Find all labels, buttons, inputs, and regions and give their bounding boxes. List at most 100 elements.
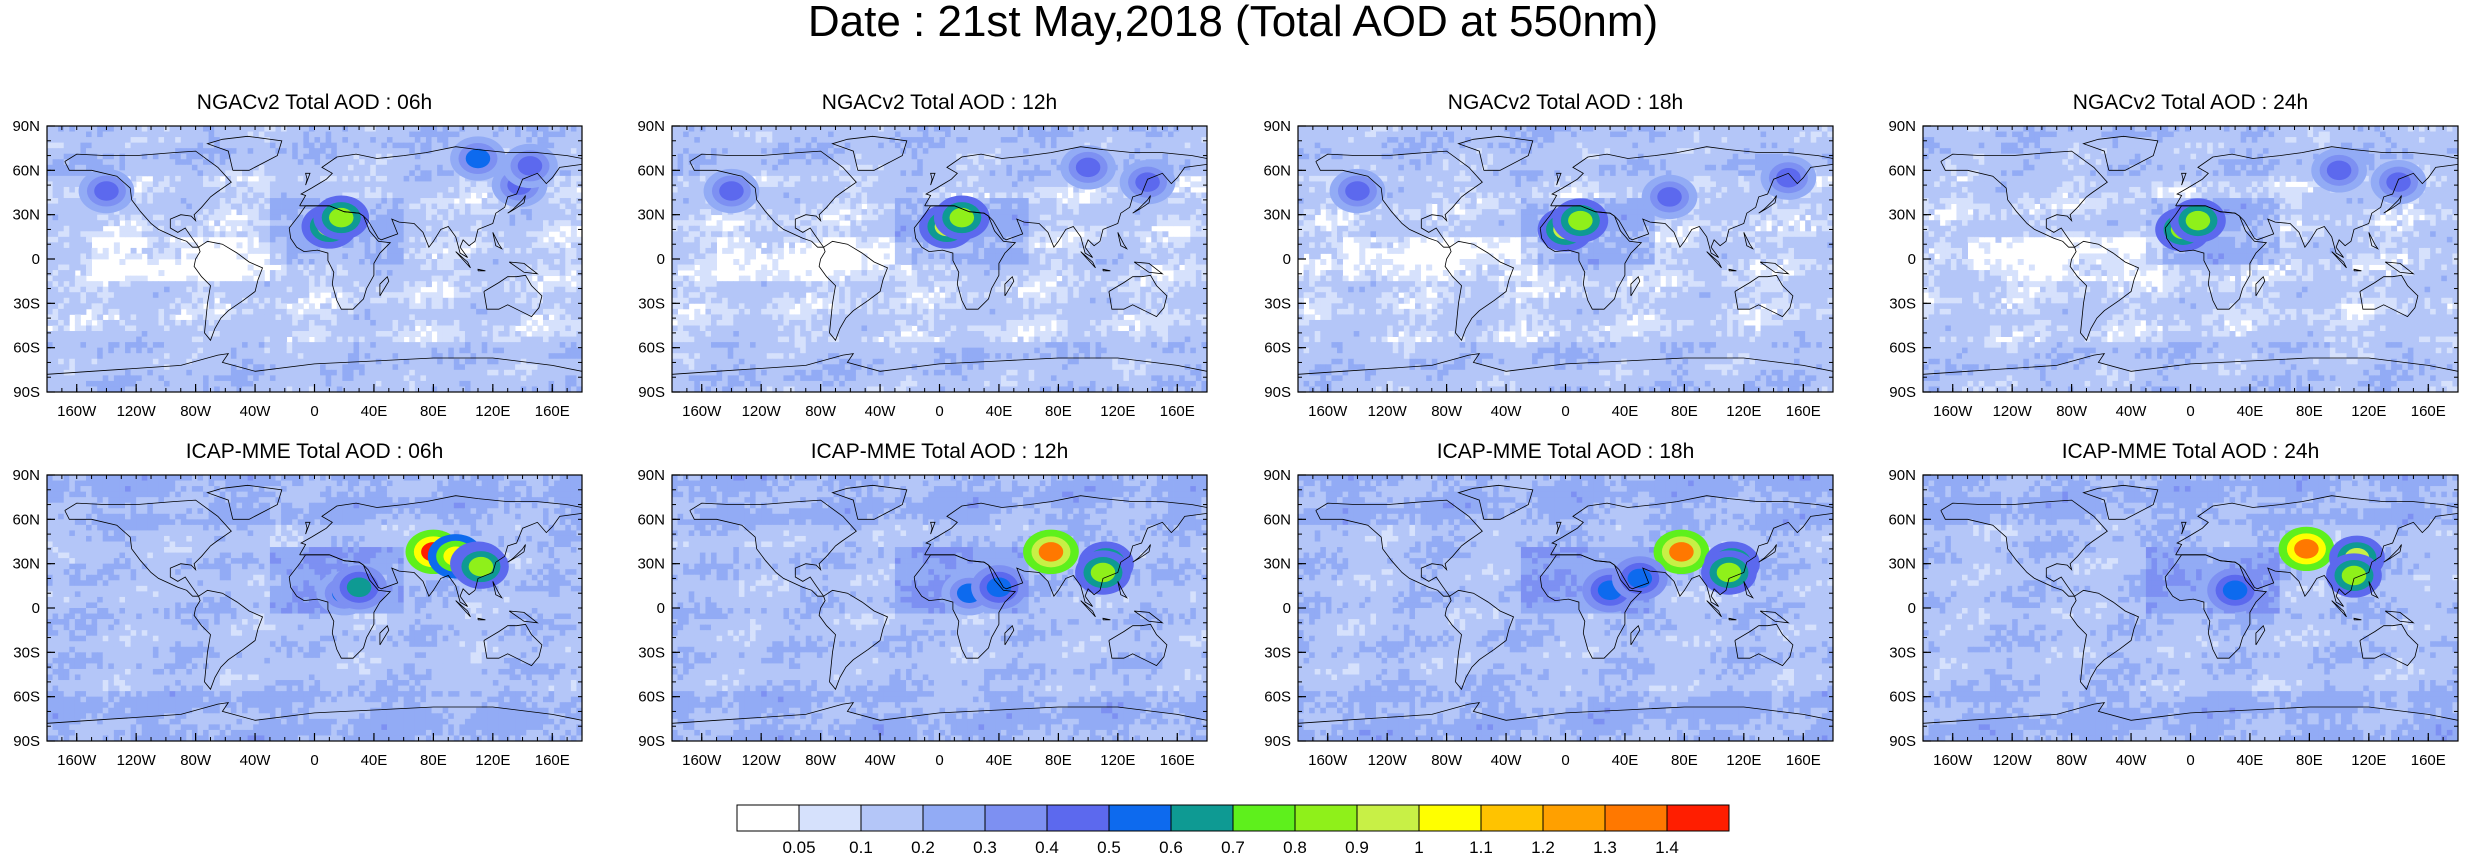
y-tick-label: 60S	[13, 689, 40, 706]
x-tick-label: 0	[2186, 752, 2194, 769]
y-tick-label: 60N	[637, 511, 665, 528]
y-tick-label: 90S	[13, 384, 40, 401]
x-tick-label: 160W	[1308, 752, 1348, 769]
colorbar-box	[736, 804, 800, 832]
colorbar-label: 0.05	[782, 838, 815, 854]
y-tick-label: 90S	[1889, 384, 1916, 401]
coastlines	[47, 484, 582, 724]
colorbar-box	[984, 804, 1048, 832]
x-tick-label: 40E	[361, 403, 388, 420]
x-tick-label: 40W	[1491, 752, 1523, 769]
colorbar-label: 0.2	[911, 838, 935, 854]
y-tick-label: 30S	[638, 644, 665, 661]
colorbar-label: 1.3	[1593, 838, 1617, 854]
y-tick-label: 30S	[1889, 295, 1916, 312]
y-tick-label: 0	[1283, 600, 1291, 617]
panel-title: ICAP-MME Total AOD : 18h	[1298, 441, 1833, 463]
x-tick-label: 120E	[2351, 403, 2386, 420]
colorbar-box	[1170, 804, 1234, 832]
colorbar-box	[922, 804, 986, 832]
x-tick-label: 0	[935, 403, 943, 420]
y-tick-label: 30S	[13, 295, 40, 312]
x-tick-label: 80W	[180, 403, 212, 420]
x-tick-label: 80E	[420, 403, 447, 420]
y-tick-label: 30N	[1263, 207, 1291, 224]
y-tick-label: 30S	[1264, 295, 1291, 312]
y-tick-label: 0	[1908, 251, 1916, 268]
y-tick-label: 30N	[637, 207, 665, 224]
x-tick-label: 40W	[2116, 403, 2148, 420]
y-tick-label: 30N	[12, 207, 40, 224]
y-tick-label: 0	[657, 251, 665, 268]
x-tick-label: 120E	[475, 403, 510, 420]
x-tick-label: 40E	[986, 752, 1013, 769]
x-tick-label: 80W	[180, 752, 212, 769]
y-tick-label: 30N	[637, 556, 665, 573]
x-tick-label: 80W	[2056, 752, 2088, 769]
aod-field	[47, 475, 582, 741]
x-tick-label: 80W	[1431, 752, 1463, 769]
aod-field	[47, 126, 582, 392]
x-tick-label: 160E	[1160, 752, 1195, 769]
y-tick-label: 60N	[637, 162, 665, 179]
y-tick-label: 30N	[12, 556, 40, 573]
x-tick-label: 40E	[1612, 403, 1639, 420]
x-tick-label: 120W	[117, 752, 157, 769]
coastlines	[672, 135, 1207, 375]
y-tick-label: 30S	[1264, 644, 1291, 661]
y-tick-label: 0	[1908, 600, 1916, 617]
y-tick-label: 60S	[1264, 689, 1291, 706]
y-tick-label: 60S	[638, 689, 665, 706]
x-tick-label: 80E	[2296, 403, 2323, 420]
x-tick-label: 160E	[2411, 403, 2446, 420]
y-tick-label: 60S	[1264, 340, 1291, 357]
panel-title: NGACv2 Total AOD : 06h	[47, 92, 582, 114]
coastlines	[1923, 484, 2458, 724]
x-tick-label: 40W	[240, 752, 272, 769]
colorbar-label: 1.4	[1655, 838, 1679, 854]
x-tick-label: 160E	[535, 752, 570, 769]
y-tick-label: 90N	[12, 118, 40, 135]
coastlines	[1298, 484, 1833, 724]
x-tick-label: 120E	[1100, 752, 1135, 769]
x-tick-label: 120E	[1726, 403, 1761, 420]
y-tick-label: 90S	[638, 733, 665, 750]
y-tick-label: 30S	[1889, 644, 1916, 661]
x-tick-label: 0	[935, 752, 943, 769]
colorbar-label: 0.5	[1097, 838, 1121, 854]
colorbar-box	[1108, 804, 1172, 832]
y-tick-label: 60N	[1263, 162, 1291, 179]
y-tick-label: 90S	[638, 384, 665, 401]
x-tick-label: 80W	[805, 403, 837, 420]
x-tick-label: 120W	[1368, 752, 1408, 769]
x-tick-label: 120E	[1100, 403, 1135, 420]
colorbar-box	[1480, 804, 1544, 832]
colorbar-box	[1418, 804, 1482, 832]
x-tick-label: 0	[310, 403, 318, 420]
y-tick-label: 30S	[638, 295, 665, 312]
aod-field	[1298, 126, 1833, 392]
x-tick-label: 80E	[1045, 752, 1072, 769]
x-tick-label: 160E	[1160, 403, 1195, 420]
y-tick-label: 90N	[12, 467, 40, 484]
x-tick-label: 0	[2186, 403, 2194, 420]
aod-field	[1923, 475, 2458, 741]
y-tick-label: 60S	[1889, 340, 1916, 357]
y-tick-label: 60N	[1888, 511, 1916, 528]
coastlines	[1298, 135, 1833, 375]
colorbar-box	[860, 804, 924, 832]
x-tick-label: 80E	[420, 752, 447, 769]
x-tick-label: 160W	[1933, 403, 1973, 420]
coastlines	[47, 135, 582, 375]
x-tick-label: 120W	[1993, 752, 2033, 769]
panel-title: ICAP-MME Total AOD : 06h	[47, 441, 582, 463]
x-tick-label: 0	[1561, 403, 1569, 420]
x-tick-label: 120E	[475, 752, 510, 769]
x-tick-label: 40W	[865, 403, 897, 420]
x-tick-label: 120W	[117, 403, 157, 420]
x-tick-label: 80E	[1671, 403, 1698, 420]
x-tick-label: 0	[310, 752, 318, 769]
